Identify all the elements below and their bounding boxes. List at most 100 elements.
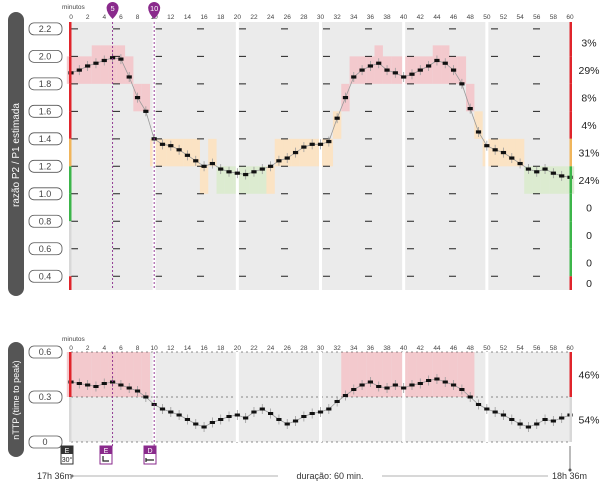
data-point — [118, 57, 124, 61]
x-tick-label: 12 — [167, 14, 175, 21]
data-point — [434, 58, 440, 63]
x-tick-label: 12 — [167, 345, 175, 352]
x-tick-label: 24 — [267, 345, 275, 352]
band-red — [441, 352, 450, 397]
data-point — [268, 164, 274, 168]
y-tick-pill — [28, 159, 63, 173]
right-level-bar — [569, 22, 572, 57]
section-gap — [485, 22, 489, 290]
y-axis-title-pill — [8, 12, 24, 296]
x-tick-label: 46 — [450, 345, 458, 352]
x-tick-label: 16 — [200, 345, 208, 352]
y-tick-pill — [28, 269, 63, 283]
data-point — [301, 415, 307, 418]
band-red — [108, 45, 117, 84]
x-tick-label: 48 — [467, 345, 475, 352]
x-tick-label: 32 — [334, 345, 342, 352]
data-point — [176, 413, 182, 417]
y-tick-label: 1.4 — [39, 134, 52, 144]
data-point — [459, 82, 465, 86]
data-point — [442, 380, 448, 384]
x-tick-label: 30 — [317, 14, 325, 21]
x-tick-label: 58 — [550, 14, 558, 21]
data-point — [392, 71, 398, 75]
section-gap — [402, 22, 406, 290]
band-orange — [307, 138, 317, 167]
band-orange — [324, 138, 334, 167]
d-badge-letter: D — [147, 448, 152, 455]
x-tick-label: 18 — [217, 345, 225, 352]
data-point — [209, 421, 215, 424]
data-point — [492, 410, 498, 414]
x-tick-label: 50 — [483, 345, 491, 352]
end-time: 18h 36m — [552, 471, 587, 481]
x-tick-label: 44 — [433, 345, 441, 352]
band-red — [391, 352, 400, 397]
data-point — [201, 425, 207, 429]
band-percentage: 0 — [586, 230, 592, 242]
band-orange — [191, 138, 200, 167]
section-gap — [235, 22, 239, 290]
band-red — [366, 352, 375, 397]
section-gap — [319, 352, 322, 442]
band-red — [407, 352, 417, 397]
right-level-bar — [569, 111, 572, 139]
band-orange — [158, 138, 167, 167]
band-orange — [208, 138, 217, 167]
band-red — [374, 352, 383, 397]
data-point — [409, 383, 415, 387]
data-point — [159, 142, 166, 146]
y-axis-title: nTTP (time to peak) — [11, 360, 21, 439]
right-level-bar — [569, 83, 572, 112]
data-point — [218, 167, 224, 171]
data-point — [334, 400, 340, 403]
x-tick-label: 22 — [250, 14, 258, 21]
data-point — [268, 412, 274, 415]
y-tick-pill — [28, 345, 63, 359]
data-point — [251, 410, 257, 414]
data-point — [134, 95, 141, 100]
x-tick-label: 6 — [119, 345, 123, 352]
left-level-bar — [69, 138, 72, 167]
x-tick-label: 6 — [119, 14, 123, 21]
x-tick-label: 60 — [566, 14, 574, 21]
data-point — [525, 425, 532, 429]
band-green — [524, 166, 533, 194]
band-percentage: 54% — [578, 415, 599, 427]
band-percentage: 0 — [586, 278, 592, 290]
x-tick-label: 4 — [102, 345, 106, 352]
data-point — [351, 388, 357, 391]
data-point — [234, 171, 240, 175]
y-tick-pill — [28, 49, 63, 63]
data-point — [243, 172, 249, 177]
y-tick-label: 2.0 — [39, 51, 52, 61]
x-tick-label: 2 — [86, 345, 90, 352]
minutes-label: minutos — [62, 336, 86, 343]
duration-label: duração: 60 min. — [296, 471, 363, 481]
y-tick-pill — [28, 22, 63, 36]
band-red — [100, 352, 109, 397]
band-red — [125, 352, 134, 397]
y-tick-label: 1.0 — [39, 189, 52, 199]
left-level-bar — [69, 276, 72, 290]
x-tick-label: 30 — [317, 345, 325, 352]
x-tick-label: 44 — [433, 14, 441, 21]
y-tick-label: 1.2 — [39, 161, 52, 171]
data-point — [193, 422, 199, 426]
data-point — [193, 159, 199, 163]
data-point — [243, 416, 249, 420]
marker-label: 10 — [150, 4, 158, 13]
data-point — [359, 68, 365, 72]
data-point — [401, 386, 407, 390]
data-point — [101, 382, 107, 385]
band-percentage: 4% — [581, 120, 596, 132]
band-percentage: 29% — [578, 65, 599, 77]
left-level-bar — [69, 221, 72, 249]
data-point — [93, 385, 99, 388]
x-tick-label: 56 — [533, 14, 541, 21]
band-red — [382, 352, 392, 397]
data-point — [168, 144, 174, 148]
band-green — [249, 166, 259, 194]
data-point — [542, 167, 548, 171]
